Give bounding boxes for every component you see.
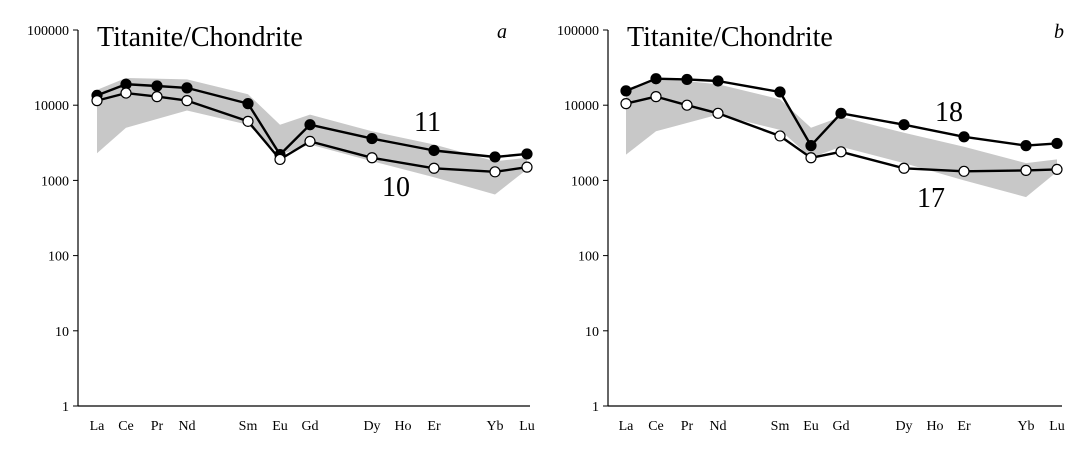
point-17-eu (805, 152, 817, 164)
point-17-pr (681, 99, 693, 111)
x-tick-label-gd: Gd (301, 419, 318, 434)
x-tick-label-pr: Pr (681, 419, 694, 434)
point-11-sm (242, 98, 254, 110)
point-18-la (620, 85, 632, 97)
x-tick-label-ho: Ho (394, 419, 411, 434)
point-18-eu (805, 140, 817, 152)
point-17-la (620, 98, 632, 110)
point-17-gd (835, 146, 847, 158)
y-tick-label: 100000 (27, 24, 69, 39)
point-17-sm (774, 130, 786, 142)
series-label-17: 17 (917, 183, 945, 214)
x-tick-label-gd: Gd (832, 419, 849, 434)
point-18-yb (1020, 140, 1032, 152)
x-tick-label-eu: Eu (803, 419, 819, 434)
y-tick-label: 10 (585, 325, 599, 340)
x-tick-label-dy: Dy (895, 419, 912, 434)
x-tick-label-ce: Ce (648, 419, 664, 434)
panel-a-letter: a (497, 21, 507, 43)
y-tick-label: 1 (592, 400, 599, 415)
point-18-nd (712, 75, 724, 87)
y-tick-label: 1000 (41, 174, 69, 189)
series-label-18: 18 (935, 97, 963, 128)
point-10-pr (151, 91, 163, 103)
point-17-ce (650, 91, 662, 103)
y-tick-label: 100000 (557, 24, 599, 39)
panel-b-title: Titanite/Chondrite (627, 22, 833, 53)
point-10-yb (489, 166, 501, 178)
x-tick-label-lu: Lu (519, 419, 535, 434)
point-10-nd (181, 95, 193, 107)
point-18-gd (835, 107, 847, 119)
panel-b-letter: b (1054, 21, 1064, 43)
x-tick-label-eu: Eu (272, 419, 288, 434)
point-18-ce (650, 73, 662, 85)
y-tick-label: 10 (55, 325, 69, 340)
point-10-eu (274, 153, 286, 166)
panel-a: 1 10 100 1000 10000 100000 La Ce Pr Nd Sm Eu Gd Dy Ho E… (27, 21, 535, 434)
point-11-lu (521, 148, 533, 160)
point-18-lu (1051, 137, 1063, 150)
point-18-er (958, 131, 970, 143)
point-11-er (428, 144, 440, 157)
y-tick-label: 1000 (571, 174, 599, 189)
point-11-dy (366, 132, 378, 145)
reference-field-band (626, 78, 1057, 198)
panel-a-title: Titanite/Chondrite (97, 22, 303, 53)
x-tick-label-sm: Sm (239, 419, 258, 434)
point-17-dy (898, 162, 910, 174)
x-tick-label-nd: Nd (178, 419, 195, 434)
point-10-er (428, 162, 440, 174)
x-tick-label-er: Er (427, 419, 441, 434)
x-tick-label-sm: Sm (771, 419, 790, 434)
x-tick-label-dy: Dy (363, 419, 380, 434)
point-17-nd (712, 107, 724, 119)
x-tick-label-la: La (90, 419, 106, 434)
point-18-pr (681, 73, 693, 86)
point-10-dy (366, 152, 378, 164)
point-18-sm (774, 86, 786, 98)
point-11-gd (304, 119, 316, 131)
point-10-lu (521, 161, 533, 173)
point-11-pr (151, 80, 163, 92)
point-11-yb (489, 151, 501, 163)
y-tick-label: 10000 (564, 99, 599, 114)
x-tick-label-nd: Nd (709, 419, 726, 434)
x-tick-label-ce: Ce (118, 419, 134, 434)
x-tick-label-er: Er (957, 419, 971, 434)
x-tick-label-lu: Lu (1049, 419, 1065, 434)
point-18-dy (898, 119, 910, 131)
point-10-gd (304, 135, 316, 148)
y-tick-label: 100 (48, 250, 69, 265)
y-tick-label: 100 (578, 250, 599, 265)
x-tick-label-yb: Yb (486, 419, 503, 434)
point-17-er (958, 165, 970, 177)
point-11-nd (181, 82, 193, 94)
point-10-sm (242, 115, 254, 127)
point-17-lu (1051, 163, 1063, 176)
point-17-yb (1020, 164, 1032, 176)
x-tick-label-la: La (619, 419, 635, 434)
y-tick-label: 10000 (34, 99, 69, 114)
series-label-11: 11 (414, 107, 441, 138)
x-tick-label-ho: Ho (926, 419, 943, 434)
point-10-ce (120, 87, 132, 99)
x-tick-label-yb: Yb (1017, 419, 1034, 434)
y-tick-label: 1 (62, 400, 69, 415)
panel-b: 1 10 100 1000 10000 100000 La Ce Pr Nd Sm Eu Gd Dy Ho E… (557, 21, 1065, 434)
series-label-10: 10 (382, 172, 410, 203)
x-tick-label-pr: Pr (151, 419, 164, 434)
point-10-la (91, 95, 103, 107)
